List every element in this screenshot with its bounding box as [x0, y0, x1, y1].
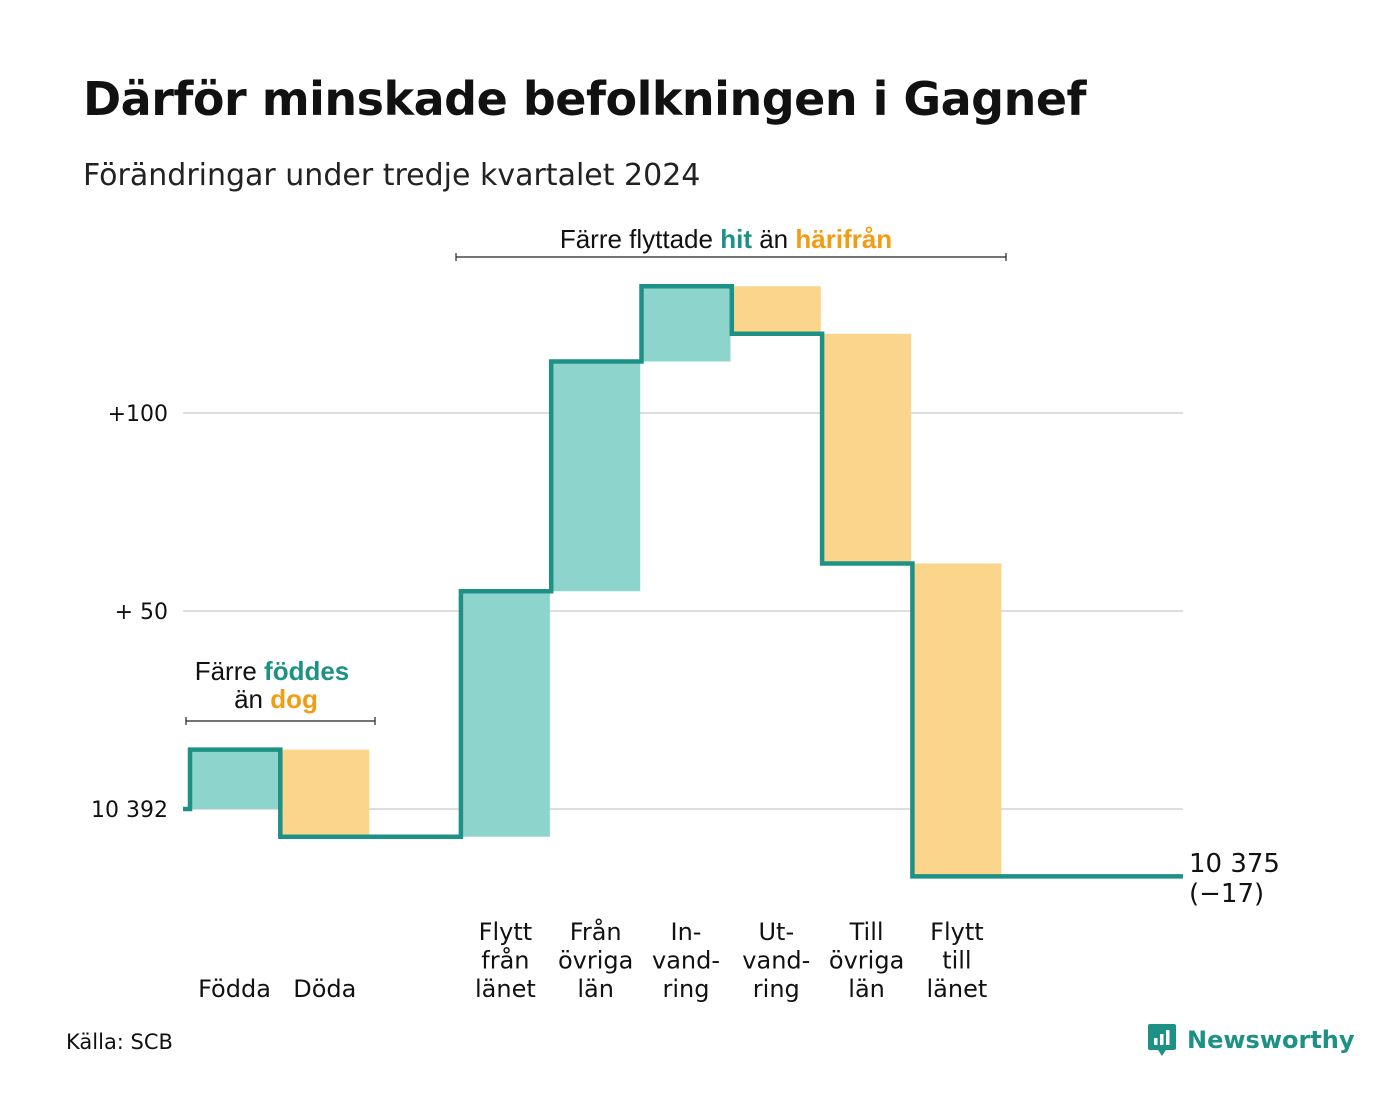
bar-decrease [280, 749, 370, 837]
bar-increase [641, 286, 731, 362]
category-label: övriga [829, 947, 904, 975]
cumulative-step-line [183, 284, 1183, 879]
annotation-migration-text: Färre flyttade hit än härifrån [560, 224, 892, 254]
category-label: Från [570, 917, 622, 946]
category-label: till [942, 947, 971, 975]
category-label: Döda [293, 975, 356, 1003]
annotation-births-line2: än dog [234, 684, 318, 714]
bar-chart-logo-icon [1148, 1024, 1176, 1056]
brand-name: Newsworthy [1187, 1026, 1355, 1054]
y-tick-label: 10 392 [91, 798, 168, 823]
category-label: Flytt [930, 918, 984, 946]
end-change-label: (−17) [1189, 879, 1264, 909]
category-label: Ut- [758, 918, 794, 946]
end-value-label: 10 375 [1189, 849, 1280, 879]
annotation-migration: Färre flyttade hit än härifrån [455, 224, 1007, 261]
annotation-births-line1: Färre föddes [195, 656, 350, 686]
chart-subtitle: Förändringar under tredje kvartalet 2024 [83, 158, 701, 193]
category-label: Födda [198, 975, 271, 1003]
bar-decrease [912, 563, 1002, 877]
category-label: Till [849, 918, 884, 946]
category-label: In- [671, 918, 702, 946]
category-label: län [848, 975, 885, 1003]
category-label: vand- [742, 947, 810, 975]
category-label: länet [475, 975, 536, 1003]
category-label: övriga [558, 947, 633, 975]
chart-title: Därför minskade befolkningen i Gagnef [83, 72, 1087, 126]
category-label: länet [927, 975, 988, 1003]
category-label: vand- [652, 947, 720, 975]
source-note: Källa: SCB [66, 1030, 173, 1054]
y-tick-label: +100 [108, 402, 168, 427]
category-label: ring [663, 975, 710, 1003]
newsworthy-logo: Newsworthy [1147, 1022, 1355, 1058]
category-label: från [481, 946, 529, 975]
category-label: Flytt [479, 918, 533, 946]
category-label: ring [753, 975, 800, 1003]
category-label: län [577, 975, 614, 1003]
bar-increase [551, 361, 641, 592]
y-tick-label: + 50 [115, 600, 168, 625]
bar-increase [460, 591, 550, 837]
bar-decrease [731, 286, 821, 334]
bar-increase [190, 749, 279, 809]
bar-decrease [822, 333, 912, 564]
